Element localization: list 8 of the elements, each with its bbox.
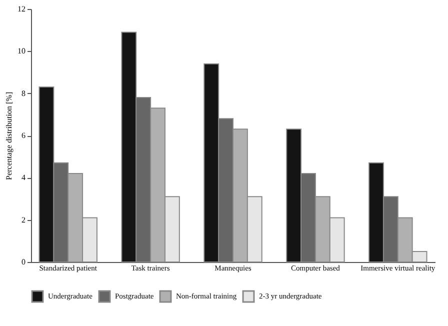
- y-tick-label: 0: [22, 258, 26, 266]
- y-tick-label: 2: [22, 215, 26, 224]
- y-tick-label: 8: [22, 88, 26, 98]
- y-tick-label: 4: [22, 173, 26, 182]
- y-tick-label: 10: [18, 46, 26, 56]
- y-tick-label: 6: [22, 131, 26, 140]
- y-axis-title: Percentage distribution [%]: [4, 92, 14, 180]
- y-tick-label: 12: [18, 4, 26, 14]
